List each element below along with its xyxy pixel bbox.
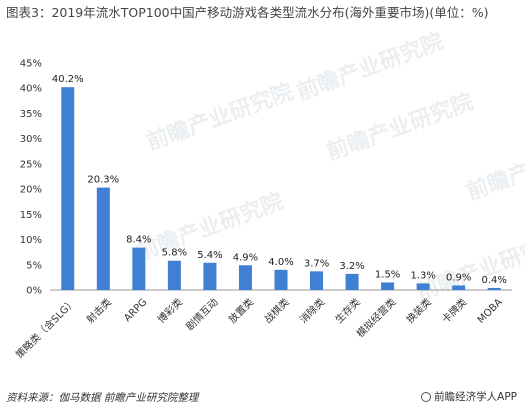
data-label: 4.9% <box>233 252 258 263</box>
watermark-text: 前瞻产业研究院 <box>413 229 525 306</box>
y-tick-label: 30% <box>20 134 42 145</box>
category-label: MOBA <box>476 297 505 326</box>
data-label: 20.3% <box>87 175 119 186</box>
brand-logo-icon <box>421 391 432 402</box>
data-label: 1.3% <box>410 270 435 281</box>
bar <box>167 260 181 290</box>
bar <box>381 282 395 290</box>
bars <box>61 87 501 290</box>
bar <box>203 262 217 290</box>
bar <box>452 285 466 290</box>
bar <box>345 273 359 290</box>
y-tick-label: 45% <box>20 59 42 70</box>
data-label: 3.2% <box>339 261 364 272</box>
category-label: 生存类 <box>332 295 362 325</box>
brand-credit: 前瞻经济学人APP <box>421 389 517 404</box>
y-tick-label: 15% <box>20 210 42 221</box>
data-label: 1.5% <box>375 269 400 280</box>
category-label: ARPG <box>122 297 149 324</box>
chart-title: 图表3：2019年流水TOP100中国产移动游戏各类型流水分布(海外重要市场)(… <box>6 5 489 20</box>
category-label: 模拟经营类 <box>354 295 399 340</box>
y-tick-label: 40% <box>20 84 42 95</box>
category-label: 剧情互动 <box>183 295 220 332</box>
category-label: 放置类 <box>226 295 256 325</box>
category-label: 博彩类 <box>155 295 185 325</box>
category-label: 消除类 <box>297 295 327 325</box>
y-tick-label: 5% <box>26 260 42 271</box>
category-label: 射击类 <box>84 295 114 325</box>
watermark-text: 前瞻产业研究院 <box>143 79 297 156</box>
data-label: 4.0% <box>268 257 293 268</box>
bar <box>310 271 324 290</box>
category-label: 卡牌类 <box>439 295 469 325</box>
bar <box>132 247 146 290</box>
watermark-text: 前瞻产业研究院 <box>293 29 447 106</box>
data-label: 5.8% <box>162 248 187 259</box>
bar <box>416 283 430 290</box>
data-label: 8.4% <box>126 235 151 246</box>
watermark-text: 前瞻产业研究院 <box>463 129 525 206</box>
y-tick-label: 0% <box>26 286 42 297</box>
data-label: 0.9% <box>446 272 471 283</box>
y-tick-label: 20% <box>20 185 42 196</box>
category-labels: 策略类（含SLG） 射击类 ARPG 博彩类 剧情互动 放置类 战棋类 消除类 生存类模拟经营类… <box>13 295 505 361</box>
watermark-text: 前瞻产业研究院 <box>323 89 477 166</box>
bar <box>238 265 252 290</box>
data-label: 0.4% <box>482 275 507 286</box>
data-labels: 40.2% 20.3% 8.4% 5.8% 5.4% 4.9% 4.0% 3.7% 3.2% 1.… <box>52 74 507 286</box>
category-label: 策略类（含SLG） <box>13 295 79 361</box>
data-label: 40.2% <box>52 74 84 85</box>
y-tick-label: 25% <box>20 159 42 170</box>
y-tick-label: 10% <box>20 235 42 246</box>
y-axis-ticks: 0% 5% 10% 15% 20% 25% 30% 35% 40% 45% <box>20 59 42 297</box>
bar <box>61 87 75 290</box>
bar <box>487 287 501 290</box>
category-label: 战棋类 <box>261 295 291 325</box>
y-tick-label: 35% <box>20 109 42 120</box>
bar <box>96 187 110 290</box>
bar <box>274 269 288 290</box>
data-label: 5.4% <box>197 250 222 261</box>
brand-name: 前瞻经济学人APP <box>434 391 517 403</box>
data-label: 3.7% <box>304 258 329 269</box>
source-note: 资料来源：伽马数据 前瞻产业研究院整理 <box>6 392 199 404</box>
